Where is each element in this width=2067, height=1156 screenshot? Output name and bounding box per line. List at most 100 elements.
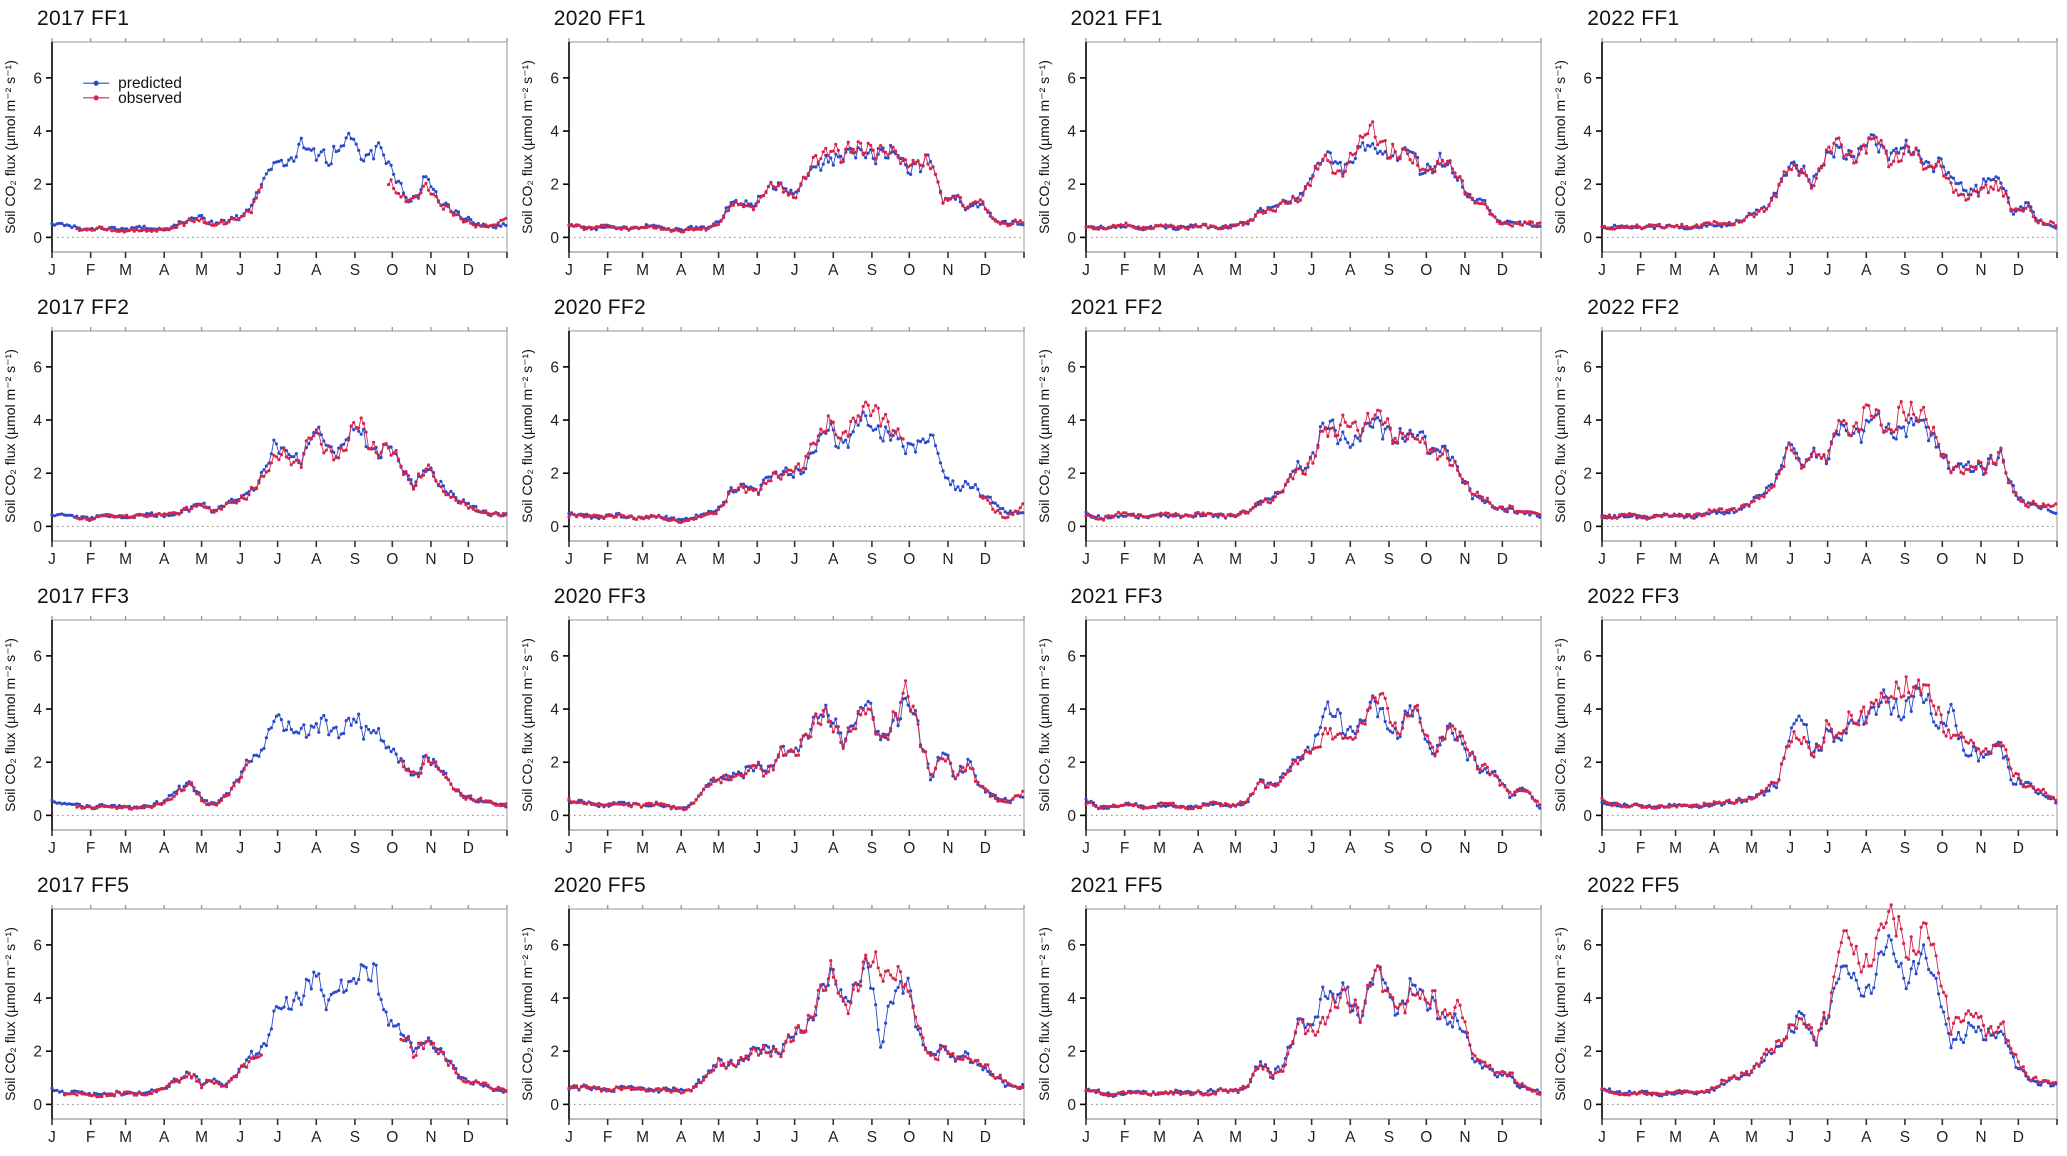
x-tick-label: O xyxy=(1937,840,1949,857)
x-tick-label: O xyxy=(386,551,398,568)
chart-plot: J F M A M J J A S O N D 0 2 4 6 Soil CO₂ flux (µmol m⁻² … xyxy=(2,905,508,1146)
x-tick-label: J xyxy=(1082,262,1090,279)
x-tick-label: M xyxy=(712,840,725,857)
chart-plot: J F M A M J J A S O N D 0 2 4 6 Soil CO₂ flux (µmol m⁻² … xyxy=(1036,38,1542,279)
chart-panel: 2017 FF2 J F M A M J J A S O N D 0 2 4 6 Soil CO₂ flux (µ… xyxy=(0,289,517,578)
y-tick-label: 0 xyxy=(550,1097,559,1114)
y-tick-label: 2 xyxy=(33,177,42,194)
x-tick-label: M xyxy=(195,551,208,568)
x-tick-label: J xyxy=(565,840,573,857)
x-tick-label: J xyxy=(1598,262,1606,279)
chart-plot: J F M A M J J A S O N D 0 2 4 6 Soil CO₂ flux (µmol m⁻² … xyxy=(1036,905,1542,1146)
panel-title: 2022 FF5 xyxy=(1587,874,1680,897)
x-tick-label: M xyxy=(1229,840,1242,857)
x-tick-label: A xyxy=(311,1129,322,1146)
panel-title: 2020 FF2 xyxy=(553,296,647,319)
x-tick-label: M xyxy=(1669,551,1682,568)
chart-panel: 2022 FF3 J F M A M J J A S O N D 0 2 4 6 Soil CO₂ flux (µ… xyxy=(1550,578,2067,867)
x-tick-label: J xyxy=(274,262,282,279)
y-tick-label: 2 xyxy=(550,466,559,483)
chart-plot: J F M A M J J A S O N D 0 2 4 6 Soil CO₂ flux (µmol m⁻² … xyxy=(519,616,1025,857)
y-axis-label: Soil CO₂ flux (µmol m⁻² s⁻¹) xyxy=(1552,927,1568,1101)
x-tick-label: F xyxy=(603,262,612,279)
x-tick-label: O xyxy=(903,840,915,857)
panel-title: 2021 FF5 xyxy=(1070,874,1163,897)
x-tick-label: J xyxy=(1598,840,1606,857)
x-tick-label: A xyxy=(159,1129,170,1146)
y-tick-label: 2 xyxy=(1067,466,1076,483)
x-tick-label: O xyxy=(1420,840,1432,857)
x-tick-label: N xyxy=(1976,551,1987,568)
y-axis-label: Soil CO₂ flux (µmol m⁻² s⁻¹) xyxy=(1552,60,1568,234)
y-tick-label: 4 xyxy=(33,991,42,1008)
x-tick-label: O xyxy=(903,1129,915,1146)
x-tick-label: M xyxy=(195,840,208,857)
x-tick-label: J xyxy=(1307,551,1315,568)
x-tick-label: J xyxy=(753,551,761,568)
x-tick-label: M xyxy=(712,551,725,568)
x-tick-label: D xyxy=(463,840,474,857)
legend-observed-marker xyxy=(93,95,99,101)
x-tick-label: S xyxy=(866,840,876,857)
x-tick-label: A xyxy=(828,262,839,279)
x-tick-label: M xyxy=(1745,262,1758,279)
x-tick-label: J xyxy=(791,840,799,857)
y-tick-label: 2 xyxy=(550,755,559,772)
x-tick-label: S xyxy=(866,1129,876,1146)
chart-plot: J F M A M J J A S O N D 0 2 4 6 Soil CO₂ flux (µmol m⁻² … xyxy=(2,616,508,857)
x-tick-label: A xyxy=(311,840,322,857)
x-tick-label: A xyxy=(1861,1129,1872,1146)
x-tick-label: J xyxy=(565,262,573,279)
x-tick-label: M xyxy=(119,262,132,279)
observed-series xyxy=(75,178,508,234)
observed-series xyxy=(1083,691,1541,811)
x-tick-label: M xyxy=(195,262,208,279)
x-tick-label: J xyxy=(1270,262,1278,279)
observed-series xyxy=(1600,400,2058,521)
observed-series xyxy=(75,416,508,523)
x-tick-label: D xyxy=(463,551,474,568)
x-tick-label: O xyxy=(903,551,915,568)
y-tick-label: 6 xyxy=(33,937,42,954)
predicted-series xyxy=(1600,684,2058,810)
x-tick-label: J xyxy=(1824,262,1832,279)
x-tick-label: J xyxy=(1787,551,1795,568)
x-tick-label: D xyxy=(980,840,991,857)
x-tick-label: J xyxy=(1307,262,1315,279)
chart-panel: 2021 FF1 J F M A M J J A S O N D 0 2 4 6 Soil CO₂ flux (µ… xyxy=(1034,0,1551,289)
x-tick-label: S xyxy=(1383,1129,1393,1146)
x-tick-label: D xyxy=(1496,840,1507,857)
y-tick-label: 6 xyxy=(550,70,559,87)
x-tick-label: N xyxy=(425,840,436,857)
panel-title: 2017 FF2 xyxy=(37,296,130,319)
chart-panel: 2017 FF3 J F M A M J J A S O N D 0 2 4 6 Soil CO₂ flux (µ… xyxy=(0,578,517,867)
x-tick-label: S xyxy=(350,840,360,857)
x-tick-label: J xyxy=(274,1129,282,1146)
x-tick-label: D xyxy=(1496,1129,1507,1146)
panel-title: 2021 FF2 xyxy=(1070,296,1163,319)
y-tick-label: 2 xyxy=(1067,755,1076,772)
x-tick-label: J xyxy=(1082,1129,1090,1146)
predicted-series xyxy=(50,962,508,1098)
panel-title: 2020 FF3 xyxy=(553,585,647,608)
x-tick-label: J xyxy=(1307,1129,1315,1146)
chart-plot: J F M A M J J A S O N D 0 2 4 6 Soil CO₂ flux (µmol m⁻² … xyxy=(1552,38,2059,279)
chart-panel: 2021 FF3 J F M A M J J A S O N D 0 2 4 6 Soil CO₂ flux (µ… xyxy=(1034,578,1551,867)
chart-panel: 2022 FF5 J F M A M J J A S O N D 0 2 4 6 Soil CO₂ flux (µ… xyxy=(1550,867,2067,1156)
x-tick-label: M xyxy=(1229,262,1242,279)
x-tick-label: M xyxy=(195,1129,208,1146)
x-tick-label: M xyxy=(636,262,649,279)
x-tick-label: J xyxy=(1307,840,1315,857)
observed-series xyxy=(1600,675,2058,810)
x-tick-label: D xyxy=(2013,1129,2024,1146)
y-tick-label: 0 xyxy=(33,230,42,247)
x-tick-label: J xyxy=(236,840,244,857)
x-tick-label: A xyxy=(1709,551,1720,568)
chart-plot: J F M A M J J A S O N D 0 2 4 6 Soil CO₂ flux (µmol m⁻² … xyxy=(1552,327,2059,568)
panel-title: 2022 FF1 xyxy=(1587,7,1680,30)
x-tick-label: M xyxy=(636,551,649,568)
x-tick-label: J xyxy=(791,551,799,568)
x-tick-label: J xyxy=(1270,840,1278,857)
x-tick-label: J xyxy=(1270,1129,1278,1146)
